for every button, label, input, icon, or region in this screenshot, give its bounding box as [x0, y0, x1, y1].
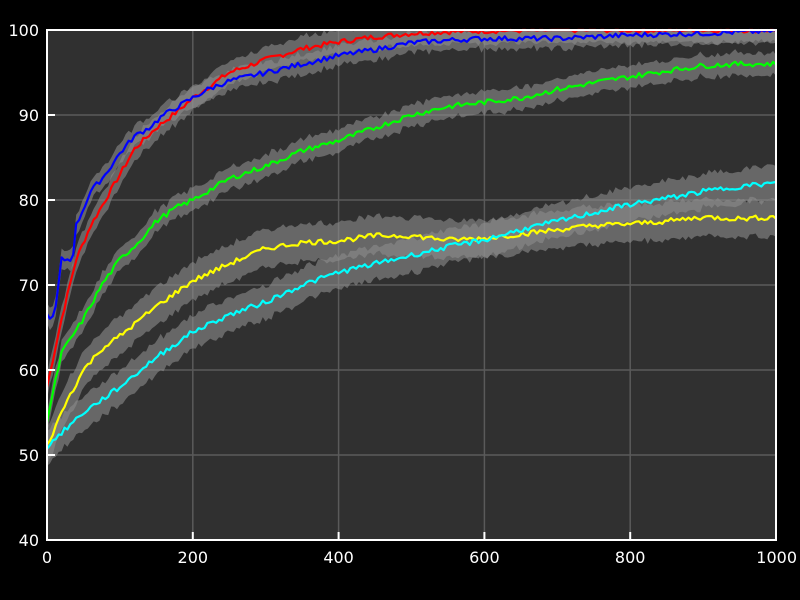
series-4-line	[46, 180, 777, 450]
y-tick-label: 100	[8, 21, 39, 40]
series-1-line	[46, 28, 777, 320]
y-tick-label: 80	[19, 191, 39, 210]
series-lines	[45, 28, 777, 450]
y-tick-label: 60	[19, 361, 39, 380]
y-tick-label: 90	[19, 106, 39, 125]
y-tick-label: 40	[19, 531, 39, 550]
x-tick-label: 400	[323, 548, 354, 567]
series-0-line	[45, 28, 777, 388]
x-tick-label: 800	[615, 548, 646, 567]
x-tick-label: 600	[469, 548, 500, 567]
series-2-line	[45, 60, 777, 423]
tick-labels: 0 200 400 600 800 1000 40 50 60 70 80 90 100	[8, 21, 797, 567]
axes	[46, 29, 777, 541]
series-4-band	[47, 164, 776, 466]
y-tick-label: 70	[19, 276, 39, 295]
y-tick-label: 50	[19, 446, 39, 465]
series-3-line	[46, 214, 777, 446]
x-tick-label: 200	[178, 548, 209, 567]
x-tick-label: 1000	[756, 548, 797, 567]
x-tick-label: 0	[42, 548, 52, 567]
